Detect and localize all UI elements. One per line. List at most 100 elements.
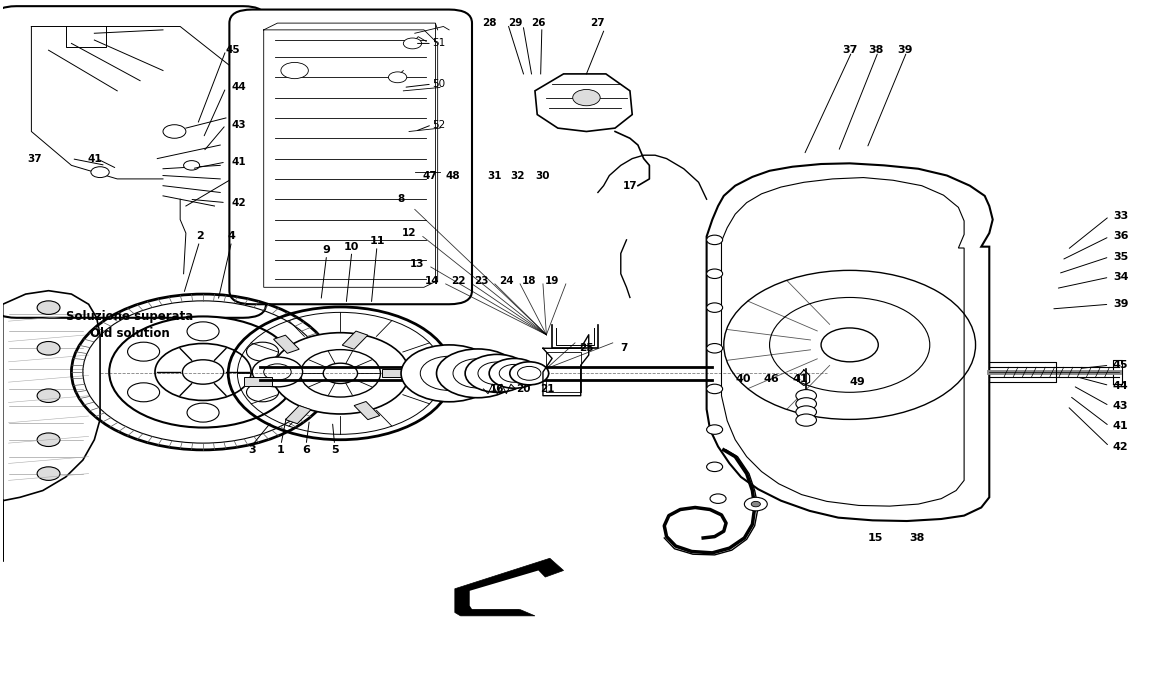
Circle shape xyxy=(187,322,220,341)
Text: 35: 35 xyxy=(1113,252,1128,262)
Text: 27: 27 xyxy=(591,18,605,28)
Text: 49: 49 xyxy=(850,377,866,387)
Text: 30: 30 xyxy=(536,171,550,180)
Text: 7: 7 xyxy=(621,344,628,353)
Text: 41: 41 xyxy=(231,157,246,167)
Text: 33: 33 xyxy=(1113,211,1128,221)
Circle shape xyxy=(37,433,60,447)
Circle shape xyxy=(187,403,220,422)
Circle shape xyxy=(246,342,278,361)
Text: 21: 21 xyxy=(540,384,554,394)
Text: 23: 23 xyxy=(474,275,489,285)
Circle shape xyxy=(128,383,160,402)
Circle shape xyxy=(155,344,251,400)
Text: 26: 26 xyxy=(531,18,545,28)
Text: 1: 1 xyxy=(277,445,285,455)
Circle shape xyxy=(271,333,409,414)
Circle shape xyxy=(183,360,223,384)
Circle shape xyxy=(37,301,60,314)
Circle shape xyxy=(796,398,816,410)
Text: 37: 37 xyxy=(842,45,858,55)
Circle shape xyxy=(710,494,726,503)
Circle shape xyxy=(706,344,722,353)
Circle shape xyxy=(453,359,503,388)
Circle shape xyxy=(252,357,302,387)
Bar xyxy=(382,370,409,378)
Bar xyxy=(343,331,368,349)
Text: 43: 43 xyxy=(231,120,246,130)
Circle shape xyxy=(706,384,722,393)
Text: 6: 6 xyxy=(302,445,310,455)
Circle shape xyxy=(420,357,478,391)
Text: 11: 11 xyxy=(369,236,385,247)
Bar xyxy=(274,335,299,353)
Circle shape xyxy=(37,389,60,402)
Text: 41: 41 xyxy=(87,154,101,164)
Circle shape xyxy=(706,235,722,245)
Text: 45: 45 xyxy=(1113,360,1128,370)
Text: 47: 47 xyxy=(422,171,437,180)
Text: 10: 10 xyxy=(344,242,360,251)
Polygon shape xyxy=(455,558,564,616)
Text: 13: 13 xyxy=(409,259,424,268)
Circle shape xyxy=(465,354,529,392)
Circle shape xyxy=(821,328,879,362)
Circle shape xyxy=(263,364,291,380)
Circle shape xyxy=(509,362,549,385)
Circle shape xyxy=(796,414,816,426)
Circle shape xyxy=(184,161,200,170)
Circle shape xyxy=(128,342,160,361)
Circle shape xyxy=(518,367,540,380)
Circle shape xyxy=(796,389,816,402)
Text: 12: 12 xyxy=(401,228,416,238)
Text: 16: 16 xyxy=(490,384,505,394)
Text: 45: 45 xyxy=(225,45,240,55)
Text: 38: 38 xyxy=(868,45,883,55)
Circle shape xyxy=(91,167,109,178)
Circle shape xyxy=(300,350,381,397)
Text: 34: 34 xyxy=(1113,272,1128,282)
Text: 41: 41 xyxy=(1113,421,1128,431)
Text: 18: 18 xyxy=(522,275,536,285)
Text: 29: 29 xyxy=(508,18,523,28)
Circle shape xyxy=(499,365,529,382)
Text: Old solution: Old solution xyxy=(90,327,170,340)
Text: 19: 19 xyxy=(545,275,559,285)
Circle shape xyxy=(706,425,722,434)
Bar xyxy=(244,378,271,385)
Bar xyxy=(285,406,312,423)
Text: 31: 31 xyxy=(488,171,503,180)
Text: 52: 52 xyxy=(432,120,445,130)
Text: 17: 17 xyxy=(622,181,637,191)
Text: 48: 48 xyxy=(445,171,460,180)
Polygon shape xyxy=(469,570,547,609)
Text: 3: 3 xyxy=(248,445,256,455)
Circle shape xyxy=(37,466,60,480)
Circle shape xyxy=(404,38,422,49)
Circle shape xyxy=(489,359,539,388)
Circle shape xyxy=(706,303,722,312)
Circle shape xyxy=(389,72,407,83)
Text: 38: 38 xyxy=(910,533,925,543)
Text: 14: 14 xyxy=(424,275,439,285)
Circle shape xyxy=(323,363,358,383)
Text: 28: 28 xyxy=(482,18,497,28)
Circle shape xyxy=(437,349,519,398)
Circle shape xyxy=(109,316,297,428)
Text: 51: 51 xyxy=(432,38,445,48)
Text: 25: 25 xyxy=(580,344,593,353)
Text: 43: 43 xyxy=(1113,401,1128,411)
Text: 22: 22 xyxy=(451,275,466,285)
Text: 32: 32 xyxy=(511,171,526,180)
Text: 20: 20 xyxy=(516,384,531,394)
Circle shape xyxy=(796,406,816,418)
Text: 9: 9 xyxy=(323,245,330,255)
Circle shape xyxy=(706,462,722,471)
FancyBboxPatch shape xyxy=(0,6,266,318)
Circle shape xyxy=(744,497,767,511)
Text: 42: 42 xyxy=(1113,441,1128,451)
Text: 40: 40 xyxy=(735,374,751,384)
FancyBboxPatch shape xyxy=(229,10,472,304)
Text: 36: 36 xyxy=(1113,232,1128,242)
Text: 44: 44 xyxy=(231,83,246,92)
